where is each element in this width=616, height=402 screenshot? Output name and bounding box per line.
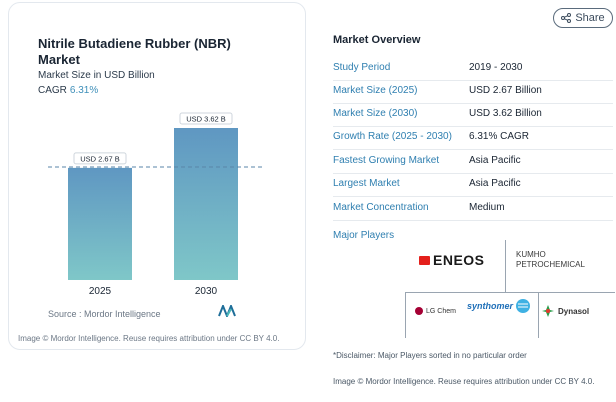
overview-row-fastest-growing: Fastest Growing Market Asia Pacific (333, 150, 613, 174)
overview-value: Asia Pacific (469, 178, 521, 189)
chart-source: Source : Mordor Intelligence (48, 309, 161, 319)
overview-key[interactable]: Study Period (333, 62, 391, 73)
grid-divider (405, 292, 406, 338)
players-disclaimer: *Disclaimer: Major Players sorted in no … (333, 351, 527, 360)
eneos-mark-icon (419, 255, 430, 265)
bar-2030 (174, 128, 238, 280)
chart-title: Nitrile Butadiene Rubber (NBR) Market (38, 36, 231, 67)
overview-attribution: Image © Mordor Intelligence. Reuse requi… (333, 377, 595, 386)
value-label: USD 2.67 B (80, 154, 120, 163)
overview-row-concentration: Market Concentration Medium (333, 197, 613, 221)
bar-2025 (68, 167, 132, 280)
dynasol-mark-icon (542, 305, 554, 317)
category-label: 2030 (195, 286, 218, 297)
grid-divider (405, 292, 615, 293)
grid-divider (538, 292, 539, 338)
cagr-line: CAGR 6.31% (38, 85, 98, 96)
market-chart-card (8, 2, 306, 350)
major-players-grid: ENEOS KUMHO PETROCHEMICAL LG Chem syntho… (405, 240, 615, 340)
lg-mark-icon (415, 307, 423, 315)
player-kumho: KUMHO PETROCHEMICAL (516, 250, 585, 269)
player-lgchem: LG Chem (426, 307, 456, 315)
overview-key[interactable]: Market Size (2025) (333, 85, 418, 96)
overview-key[interactable]: Market Concentration (333, 202, 429, 213)
overview-value: 6.31% CAGR (469, 131, 530, 142)
overview-key[interactable]: Market Size (2030) (333, 108, 418, 119)
eneos-logo: ENEOS (419, 252, 485, 268)
overview-key[interactable]: Fastest Growing Market (333, 155, 440, 166)
overview-key[interactable]: Growth Rate (2025 - 2030) (333, 131, 452, 142)
lgchem-logo: LG Chem (415, 307, 456, 315)
overview-row-growth-rate: Growth Rate (2025 - 2030) 6.31% CAGR (333, 126, 613, 150)
value-label: USD 3.62 B (186, 115, 226, 124)
cagr-value: 6.31% (69, 85, 99, 96)
synthomer-logo: synthomer (467, 298, 531, 314)
overview-value: 2019 - 2030 (469, 62, 523, 73)
mordor-logo-icon (218, 305, 236, 317)
overview-value: Asia Pacific (469, 155, 521, 166)
overview-row-study-period: Study Period 2019 - 2030 (333, 57, 613, 81)
chart-attribution: Image © Mordor Intelligence. Reuse requi… (18, 334, 280, 343)
overview-value: USD 2.67 Billion (469, 85, 542, 96)
share-label: Share (575, 12, 605, 24)
overview-value: USD 3.62 Billion (469, 108, 542, 119)
category-label: 2025 (89, 286, 112, 297)
overview-row-size-2030: Market Size (2030) USD 3.62 Billion (333, 103, 613, 127)
synthomer-mark-icon (516, 299, 531, 313)
overview-value: Medium (469, 202, 505, 213)
value-label-box (179, 112, 233, 125)
dynasol-logo: Dynasol (541, 304, 589, 318)
value-label-box (73, 152, 127, 165)
share-icon (561, 13, 572, 23)
major-players-label[interactable]: Major Players (333, 230, 395, 241)
player-dynasol: Dynasol (558, 306, 590, 316)
cagr-label: CAGR (38, 85, 67, 96)
overview-key[interactable]: Largest Market (333, 178, 400, 189)
overview-row-largest-market: Largest Market Asia Pacific (333, 173, 613, 197)
share-button[interactable]: Share (553, 8, 613, 28)
market-overview-title: Market Overview (333, 34, 421, 46)
chart-subtitle: Market Size in USD Billion (38, 70, 155, 81)
overview-row-size-2025: Market Size (2025) USD 2.67 Billion (333, 80, 613, 104)
grid-divider (505, 240, 506, 292)
player-synthomer: synthomer (467, 301, 514, 311)
player-eneos: ENEOS (433, 252, 485, 268)
